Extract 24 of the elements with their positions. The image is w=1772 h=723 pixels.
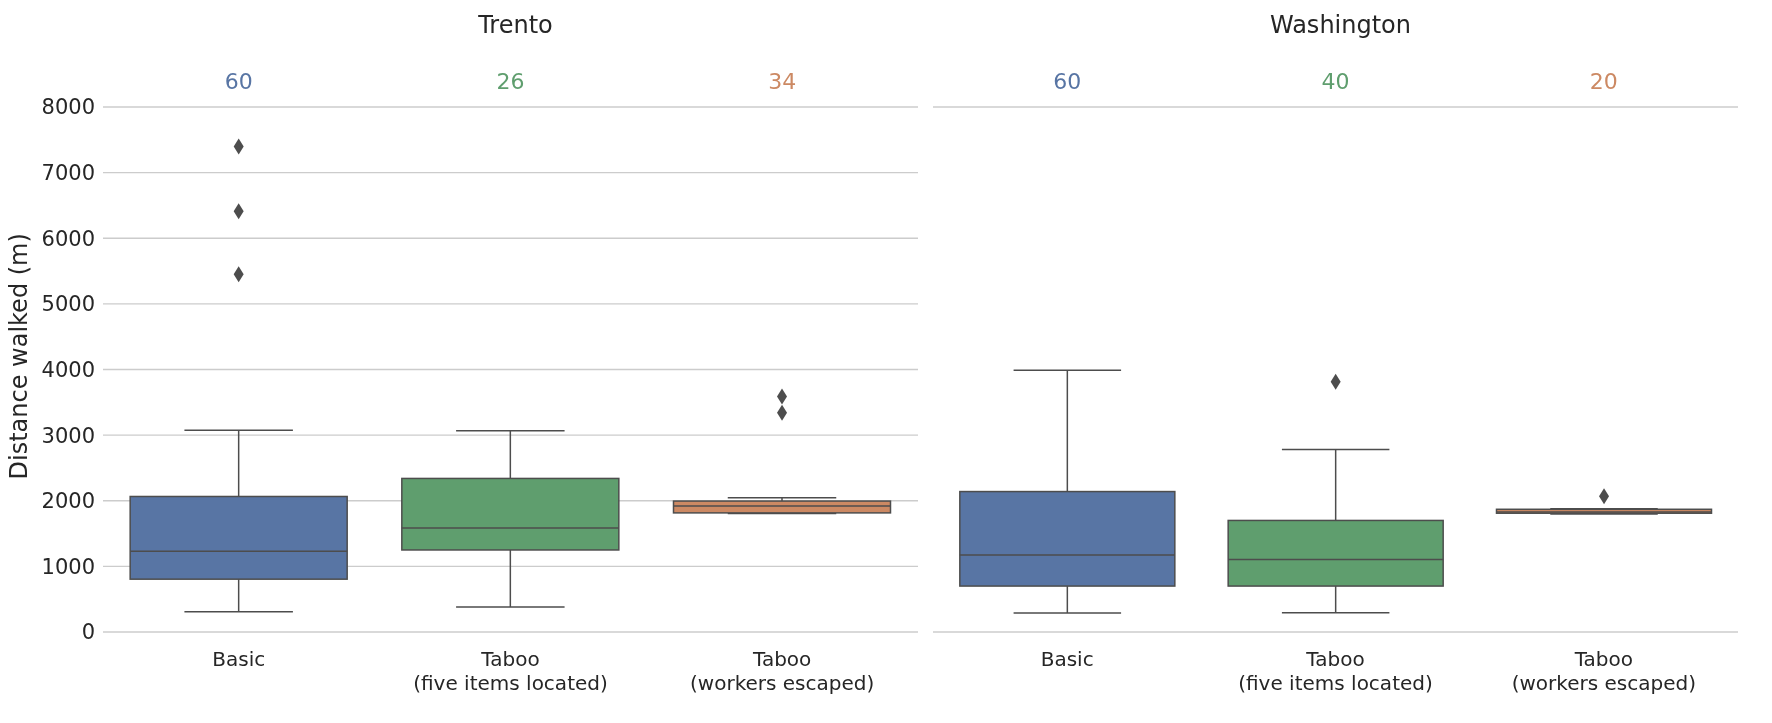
y-tick-label: 3000	[41, 423, 95, 448]
y-tick-label: 4000	[41, 357, 95, 382]
text: 40	[1321, 69, 1350, 94]
y-tick-label: 0	[81, 620, 95, 645]
x-tick-label: Taboo (workers escaped)	[690, 647, 875, 695]
y-tick-label: 5000	[41, 292, 95, 317]
chart-title: Washington	[1268, 10, 1412, 41]
y-axis-title: Distance walked (m)	[4, 233, 33, 480]
x-tick-label: Taboo (five items located)	[1238, 647, 1433, 695]
y-tick-label: 8000	[41, 95, 95, 120]
x-tick-label: Taboo (workers escaped)	[1511, 647, 1696, 695]
y-tick-label: 2000	[41, 489, 95, 514]
text: 60	[1053, 69, 1082, 94]
y-tick-label: 1000	[41, 554, 95, 579]
y-tick-label: 6000	[41, 226, 95, 251]
x-tick-label: Basic	[1040, 647, 1094, 671]
text: 20	[1589, 69, 1618, 94]
text: 26	[496, 69, 525, 94]
x-tick-label: Basic	[212, 647, 266, 671]
text: 34	[768, 69, 797, 94]
text: 60	[224, 69, 253, 94]
x-tick-label: Taboo (five items located)	[413, 647, 608, 695]
chart-title: Trento	[477, 10, 554, 41]
y-tick-label: 7000	[41, 161, 95, 186]
